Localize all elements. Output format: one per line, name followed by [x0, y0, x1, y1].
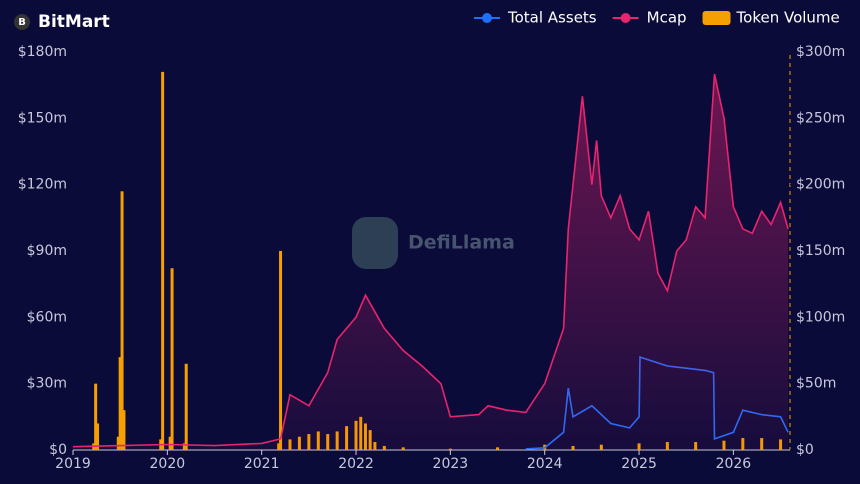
volume-bar	[161, 71, 165, 451]
volume-bar	[279, 251, 283, 450]
y-tick-label: $30m	[27, 376, 67, 392]
volume-bar	[184, 363, 188, 450]
volume-bar	[122, 410, 126, 450]
legend-label[interactable]: Token Volume	[736, 9, 840, 27]
x-tick-label: 2025	[621, 456, 657, 472]
volume-bar	[116, 436, 120, 450]
legend-label[interactable]: Total Assets	[507, 9, 597, 27]
volume-bar	[168, 436, 172, 450]
y2-tick-label: $300m	[796, 44, 845, 60]
x-tick-label: 2026	[716, 456, 752, 472]
legend-swatch	[620, 13, 631, 23]
y-tick-label: $150m	[18, 110, 67, 126]
y2-tick-label: $50m	[796, 376, 836, 392]
y2-tick-label: $0	[796, 442, 814, 458]
mcap-area	[73, 74, 789, 450]
series-line	[72, 73, 789, 448]
y2-tick-label: $250m	[796, 110, 845, 126]
volume-bar	[118, 357, 122, 450]
volume-bar	[94, 383, 98, 450]
x-tick-label: 2020	[150, 456, 186, 472]
y-tick-label: $90m	[27, 243, 67, 259]
y2-tick-label: $100m	[796, 309, 845, 325]
y2-tick-label: $150m	[796, 243, 845, 259]
x-tick-label: 2021	[244, 456, 280, 472]
watermark-logo	[352, 217, 398, 269]
legend-label[interactable]: Mcap	[647, 9, 687, 27]
y-tick-label: $120m	[18, 177, 67, 193]
legend-swatch	[702, 11, 731, 25]
y-tick-label: $0	[49, 442, 67, 458]
x-tick-label: 2022	[338, 456, 374, 472]
x-tick-label: 2024	[527, 456, 563, 472]
volume-bar	[96, 423, 100, 450]
x-tick-label: 2023	[433, 456, 469, 472]
volume-bar	[170, 268, 174, 450]
watermark: DefiLlama	[408, 232, 515, 254]
y-tick-label: $180m	[18, 44, 67, 60]
legend-swatch	[482, 13, 492, 23]
y2-tick-label: $200m	[796, 177, 845, 193]
svg-text:B: B	[18, 17, 26, 28]
chart-title: BitMart	[38, 12, 110, 32]
x-tick-label: 2019	[55, 456, 91, 472]
y-tick-label: $60m	[27, 309, 67, 325]
volume-bar	[120, 191, 124, 451]
logo: B	[14, 14, 30, 30]
